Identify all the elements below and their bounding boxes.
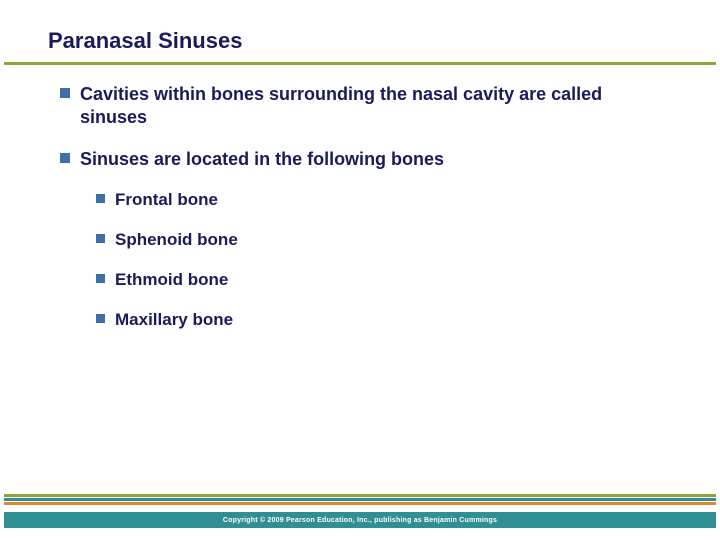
- bullet-text: Frontal bone: [115, 189, 218, 211]
- square-bullet-icon: [60, 153, 70, 163]
- bullet-text: Ethmoid bone: [115, 269, 228, 291]
- bullet-text: Sinuses are located in the following bon…: [80, 148, 444, 171]
- bullet-level2: Frontal bone: [96, 189, 672, 211]
- bullet-level2: Maxillary bone: [96, 309, 672, 331]
- bullet-level2: Ethmoid bone: [96, 269, 672, 291]
- accent-bar-green: [4, 494, 716, 497]
- accent-bar-orange: [4, 502, 716, 505]
- accent-bar-teal: [4, 498, 716, 501]
- bullet-text: Sphenoid bone: [115, 229, 238, 251]
- slide-content: Cavities within bones surrounding the na…: [0, 65, 720, 332]
- square-bullet-icon: [60, 88, 70, 98]
- square-bullet-icon: [96, 314, 105, 323]
- footer-accent-bars: [4, 494, 716, 506]
- slide: Paranasal Sinuses Cavities within bones …: [0, 0, 720, 540]
- sub-bullets: Frontal bone Sphenoid bone Ethmoid bone …: [60, 189, 672, 331]
- bullet-text: Maxillary bone: [115, 309, 233, 331]
- square-bullet-icon: [96, 274, 105, 283]
- bullet-level1: Cavities within bones surrounding the na…: [60, 83, 672, 130]
- copyright-band: Copyright © 2009 Pearson Education, Inc.…: [4, 512, 716, 528]
- slide-title: Paranasal Sinuses: [0, 0, 720, 60]
- bullet-level2: Sphenoid bone: [96, 229, 672, 251]
- copyright-text: Copyright © 2009 Pearson Education, Inc.…: [223, 517, 497, 524]
- square-bullet-icon: [96, 234, 105, 243]
- bullet-level1: Sinuses are located in the following bon…: [60, 148, 672, 171]
- bullet-text: Cavities within bones surrounding the na…: [80, 83, 672, 130]
- square-bullet-icon: [96, 194, 105, 203]
